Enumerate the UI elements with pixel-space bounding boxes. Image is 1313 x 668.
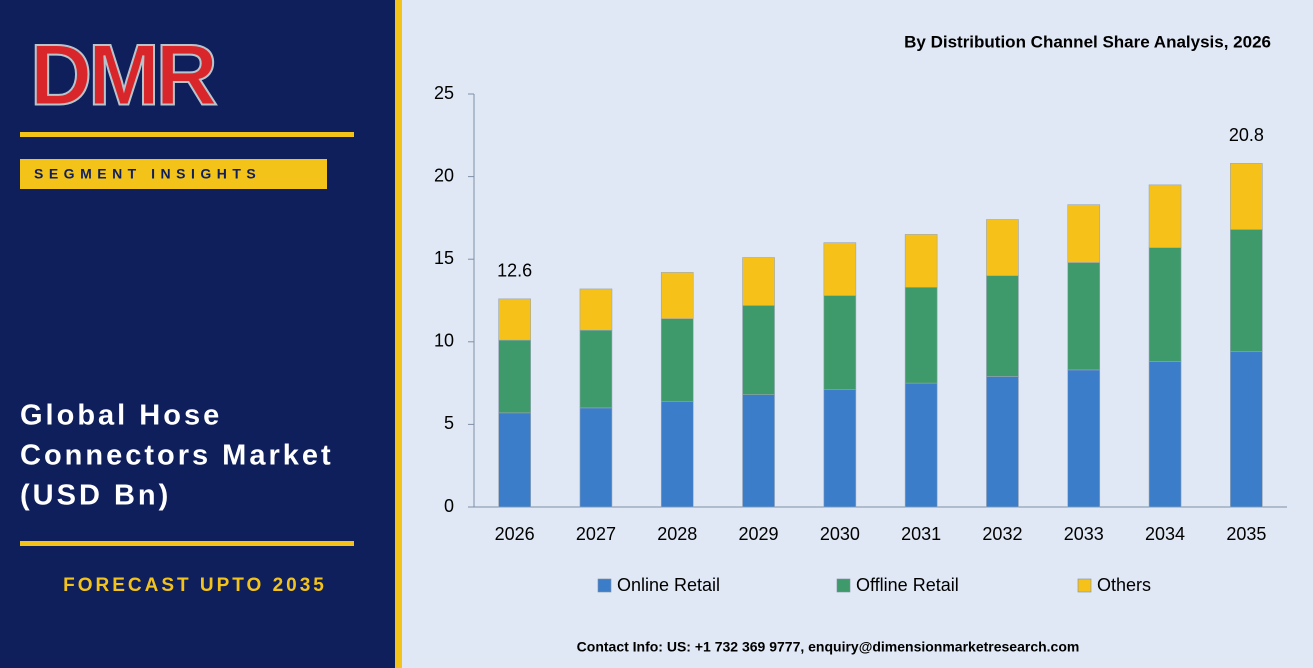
bar-segment <box>1067 262 1101 371</box>
x-tick-label: 2028 <box>657 524 697 544</box>
x-tick-label: 2033 <box>1064 524 1104 544</box>
x-tick-label: 2034 <box>1145 524 1185 544</box>
rule <box>20 541 354 546</box>
tag-box <box>20 159 327 189</box>
panel-title: (USD Bn) <box>20 480 171 512</box>
bar-segment <box>823 242 857 296</box>
bar-segment <box>579 288 613 331</box>
bar-segment <box>660 318 694 402</box>
bar-segment <box>498 339 531 414</box>
legend-swatch <box>1077 578 1092 593</box>
forecast: FORECAST UPTO 2035 <box>63 575 327 596</box>
bar-segment <box>986 219 1019 277</box>
legend-label: Others <box>1097 575 1151 595</box>
bar-segment <box>579 329 613 409</box>
bar-segment <box>498 298 531 341</box>
x-tick-label: 2031 <box>901 524 941 544</box>
y-tick-label: 20 <box>434 165 454 185</box>
bar-segment <box>986 376 1019 508</box>
bar-segment <box>1148 184 1182 248</box>
tag: SEGMENT INSIGHTS <box>34 166 261 182</box>
legend-swatch <box>836 578 851 593</box>
bar-segment <box>660 400 694 508</box>
rule <box>20 132 354 137</box>
bar-segment <box>1148 361 1182 508</box>
logo: DMR <box>30 28 217 124</box>
panel-title: Global Hose <box>20 400 222 432</box>
side-panel <box>0 0 395 668</box>
bar-segment <box>1067 369 1101 508</box>
bar-segment <box>1067 204 1101 263</box>
panel-divider <box>395 0 402 668</box>
bar-segment <box>579 407 613 508</box>
bar-segment <box>742 257 775 306</box>
bar-segment <box>1230 163 1263 230</box>
bar-segment <box>1230 229 1263 353</box>
chart-title: By Distribution Channel Share Analysis, … <box>904 32 1271 51</box>
legend-label: Online Retail <box>617 575 720 595</box>
x-tick-label: 2035 <box>1226 524 1266 544</box>
bar-segment <box>823 295 857 391</box>
bar-segment <box>660 272 694 319</box>
bar-segment <box>986 275 1019 377</box>
bar-segment <box>823 389 857 508</box>
total-label: 20.8 <box>1229 125 1264 145</box>
legend-swatch <box>597 578 612 593</box>
legend-label: Offline Retail <box>856 575 959 595</box>
x-tick-label: 2030 <box>820 524 860 544</box>
y-tick-label: 25 <box>434 83 454 103</box>
bar-segment <box>1148 247 1182 362</box>
bar-segment <box>742 394 775 508</box>
bar-segment <box>1230 351 1263 508</box>
total-label: 12.6 <box>497 261 532 281</box>
y-tick-label: 0 <box>444 496 454 516</box>
bar-segment <box>742 305 775 395</box>
x-tick-label: 2027 <box>576 524 616 544</box>
y-tick-label: 10 <box>434 331 454 351</box>
y-tick-label: 5 <box>444 413 454 433</box>
bar-segment <box>904 234 938 288</box>
panel-title: Connectors Market <box>20 440 334 472</box>
x-tick-label: 2026 <box>495 524 535 544</box>
bar-segment <box>904 286 938 384</box>
bar-segment <box>904 382 938 508</box>
x-tick-label: 2029 <box>739 524 779 544</box>
x-tick-label: 2032 <box>982 524 1022 544</box>
y-tick-label: 15 <box>434 248 454 268</box>
contact: Contact Info: US: +1 732 369 9777, enqui… <box>577 639 1080 655</box>
bar-segment <box>498 412 531 508</box>
